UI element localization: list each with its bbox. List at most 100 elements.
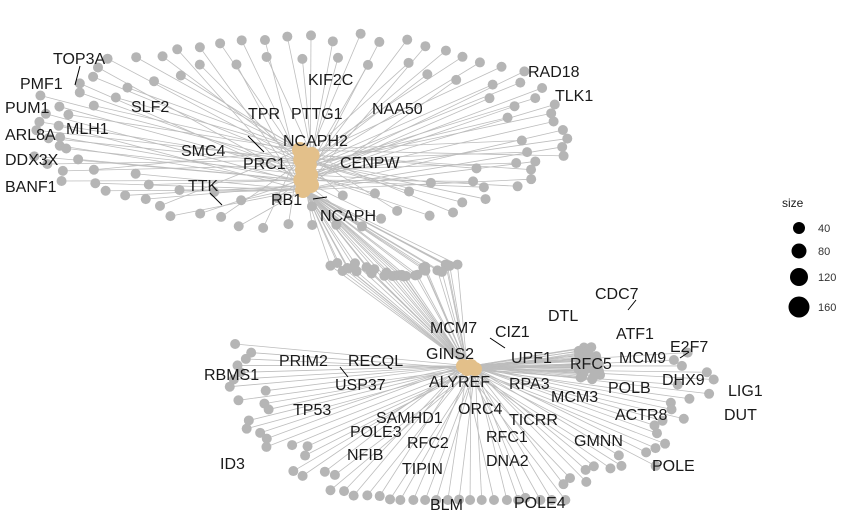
leaf-node — [422, 69, 433, 80]
leaf-node — [708, 374, 719, 385]
edge — [353, 365, 464, 496]
leaf-node — [297, 470, 308, 481]
leaf-node — [385, 494, 396, 505]
gene-label: GINS2 — [426, 346, 474, 363]
gene-label: TP53 — [293, 402, 331, 419]
gene-label: DTL — [548, 308, 578, 325]
leaf-node — [246, 347, 257, 358]
legend-label: 120 — [818, 272, 836, 284]
edge — [435, 368, 476, 501]
leaf-node — [34, 116, 45, 127]
edge — [302, 161, 536, 191]
leaf-node — [526, 174, 537, 185]
edge — [251, 352, 476, 370]
edge — [379, 365, 464, 497]
edge — [424, 368, 476, 501]
leaf-node — [243, 415, 254, 426]
edge — [308, 84, 493, 166]
label-leader — [489, 337, 506, 349]
leaf-node — [195, 208, 206, 219]
leaf-node — [283, 219, 294, 230]
leaf-node — [130, 168, 141, 179]
edge — [425, 270, 468, 367]
edge — [470, 365, 663, 422]
gene-label: RFC2 — [407, 435, 449, 452]
edge — [311, 154, 477, 169]
edge — [200, 179, 302, 214]
edge — [395, 275, 468, 367]
leaf-node — [233, 221, 244, 232]
gene-label: RBMS1 — [204, 367, 259, 384]
leaf-node — [73, 154, 84, 165]
edge — [235, 343, 472, 367]
leaf-node — [175, 70, 186, 81]
edge — [342, 270, 468, 367]
leaf-node — [535, 495, 546, 505]
leaf-node — [402, 34, 413, 45]
edge — [399, 368, 476, 501]
size-legend: size 40 80 120 160 — [782, 196, 836, 318]
edge — [304, 189, 375, 270]
gene-label: KIF2C — [308, 72, 353, 89]
leaf-node — [194, 42, 205, 53]
leaf-node — [362, 59, 373, 70]
gene-label: PUM1 — [5, 100, 50, 117]
edge — [300, 62, 409, 161]
edge — [60, 136, 302, 181]
leaf-node — [575, 372, 586, 383]
leaf-node — [678, 413, 689, 424]
leaf-node — [549, 99, 560, 110]
edge — [311, 41, 334, 156]
edge — [107, 58, 310, 166]
leaf-node — [282, 31, 293, 42]
legend-label: 40 — [818, 223, 830, 235]
gene-label: SLF2 — [131, 99, 169, 116]
leaf-node — [261, 441, 272, 452]
leaf-node — [515, 77, 526, 88]
leaf-node — [319, 466, 330, 477]
gene-label: TOP3A — [53, 51, 106, 68]
edge — [310, 174, 376, 194]
edge — [176, 49, 304, 191]
leaf-node — [74, 78, 85, 89]
edge — [302, 50, 447, 171]
edge — [470, 365, 519, 501]
gene-label: RECQL — [348, 353, 403, 370]
gene-label: NAA50 — [372, 101, 423, 118]
edge — [301, 121, 554, 181]
edge — [412, 365, 472, 501]
leaf-node — [351, 266, 362, 277]
gene-label: ORC4 — [458, 401, 503, 418]
edge — [264, 368, 468, 404]
legend-dot-160 — [788, 296, 810, 318]
leaf-node — [684, 393, 695, 404]
leaf-node — [557, 125, 568, 135]
legend-dot-80 — [791, 243, 807, 259]
gene-label: LIG1 — [728, 383, 763, 400]
leaf-node — [471, 163, 482, 174]
edge — [392, 275, 468, 367]
gene-label: POLB — [608, 380, 651, 397]
edge — [470, 365, 595, 467]
edge — [159, 149, 301, 207]
leaf-node — [63, 109, 74, 120]
leaf-node — [613, 450, 624, 461]
edge — [39, 121, 309, 166]
leaf-node — [546, 108, 557, 119]
edge — [127, 87, 301, 151]
leaf-node — [649, 420, 660, 431]
node-layer — [29, 28, 719, 505]
leaf-node — [272, 192, 283, 203]
leaf-node — [90, 178, 101, 189]
leaf-node — [261, 433, 272, 444]
leaf-node — [55, 132, 66, 143]
leaf-node — [228, 374, 239, 385]
leaf-node — [444, 260, 455, 271]
leaf-node — [424, 210, 435, 221]
leaf-node — [339, 486, 350, 497]
leaf-node — [530, 93, 541, 104]
leaf-node — [448, 207, 459, 218]
edge — [470, 365, 647, 453]
edge — [470, 365, 586, 471]
edge — [170, 189, 304, 217]
